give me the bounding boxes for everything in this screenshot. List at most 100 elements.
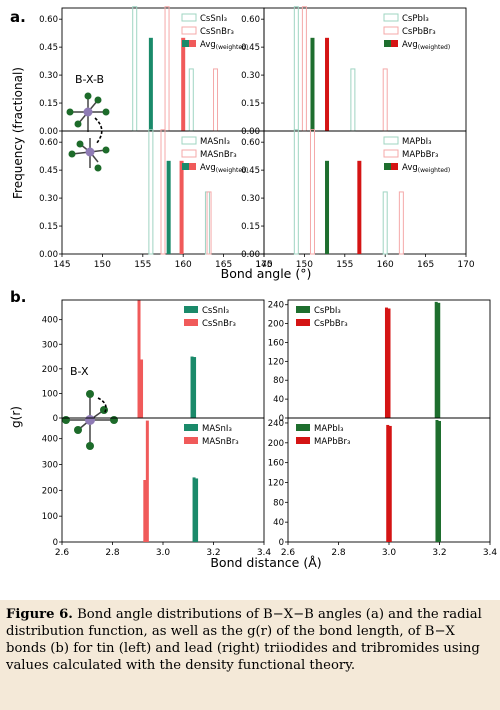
legend-label: CsSnBr₃ (200, 27, 234, 37)
legend-swatch (184, 319, 198, 326)
panel-a-inset-label: B-X-B (75, 73, 104, 86)
y-tick-label: 0.30 (39, 71, 58, 81)
y-tick-label: 0.45 (241, 166, 260, 176)
legend-swatch (189, 163, 196, 170)
y-tick-label: 0 (279, 414, 284, 424)
legend-label: CsSnI₃ (202, 306, 229, 316)
legend-swatch (384, 163, 391, 170)
legend-swatch (184, 306, 198, 313)
y-tick-label: 0.60 (241, 138, 260, 148)
rdf-bar (140, 359, 144, 418)
y-tick-label: 200 (42, 486, 58, 496)
rdf-bar (387, 308, 391, 418)
panel-b-ylabel: g(r) (9, 406, 23, 428)
y-tick-label: 200 (268, 439, 284, 449)
y-tick-label: 0.00 (39, 127, 58, 137)
rdf-bar (192, 477, 196, 542)
hist-bar (382, 68, 388, 132)
legend-swatch (296, 424, 310, 431)
legend-label: MASnBr₃ (202, 437, 239, 447)
avg-bar (166, 160, 171, 254)
legend-label: MAPbBr₃ (314, 437, 350, 447)
hist-bar (293, 129, 299, 255)
x-tick-label: 3.2 (206, 548, 220, 558)
legend-swatch (296, 306, 310, 313)
x-tick-label: 3.4 (483, 548, 498, 558)
rdf-bar (386, 424, 390, 542)
y-tick-label: 0.00 (241, 127, 260, 137)
rdf-bar (388, 425, 392, 542)
legend-swatch (181, 149, 197, 158)
y-tick-label: 0.60 (39, 15, 58, 25)
legend-swatch (383, 149, 399, 158)
axes-frame-a-bottom-right (263, 130, 467, 255)
hist-bar (206, 191, 212, 255)
x-tick-label: 165 (417, 260, 434, 270)
legend-label: MAPbI₃ (402, 137, 432, 147)
axes-frame-b-top-left (61, 299, 265, 419)
legend-swatch (383, 26, 399, 35)
legend-swatch (383, 13, 399, 22)
legend-label-subscript: (weighted) (418, 44, 450, 51)
chart-group: 0.00 0.15 0.30 0.45 0.60 CsSnI₃ CsSnBr₃ Avg(wei… (39, 6, 498, 558)
x-tick-label: 150 (296, 260, 313, 270)
y-tick-label: 400 (42, 435, 58, 445)
rdf-bar (437, 302, 441, 418)
x-tick-label: 3.4 (257, 548, 272, 558)
legend-label: CsPbBr₃ (402, 27, 436, 37)
x-tick-label: 2.6 (55, 548, 70, 558)
y-tick-label: 0.30 (241, 194, 260, 204)
avg-bar (310, 37, 315, 132)
x-tick-label: 2.6 (281, 548, 296, 558)
panel-b-xlabel: Bond distance (Å) (210, 555, 321, 570)
y-tick-label: 80 (273, 498, 284, 508)
avg-bar (179, 160, 184, 254)
x-tick-label: 3.0 (382, 548, 397, 558)
avg-bar (148, 37, 153, 132)
rdf-bar (143, 480, 147, 542)
hist-bar (160, 129, 166, 255)
rdf-bar (137, 300, 141, 418)
legend-label: Avg(weighted) (402, 40, 450, 51)
legend-label: CsPbI₃ (314, 306, 341, 316)
y-tick-label: 0 (53, 538, 58, 548)
legend-swatch (181, 136, 197, 145)
rdf-bar (435, 419, 439, 542)
x-tick-label: 3.0 (156, 548, 171, 558)
panel-a-label: a. (10, 8, 26, 26)
legend-label: CsSnI₃ (200, 14, 227, 24)
legend-swatch (296, 319, 310, 326)
avg-bar (357, 160, 362, 254)
hist-bar (301, 6, 307, 132)
hist-bar (148, 129, 154, 255)
panel-b-label: b. (10, 288, 26, 306)
legend-label: MASnI₃ (202, 424, 232, 434)
hist-bar (350, 68, 356, 132)
y-tick-label: 0.15 (241, 222, 260, 232)
x-tick-label: 145 (255, 260, 272, 270)
legend-label-subscript: (weighted) (418, 167, 450, 174)
y-tick-label: 0.00 (241, 250, 260, 260)
panel-a-xlabel: Bond angle (°) (221, 266, 312, 281)
x-tick-label: 155 (134, 260, 151, 270)
legend-swatch (383, 136, 399, 145)
x-tick-label: 170 (457, 260, 474, 270)
hist-bar (293, 6, 299, 132)
legend-swatch (189, 40, 196, 47)
hist-bar (382, 191, 388, 255)
rdf-bar (434, 301, 438, 418)
bx-molecule-icon (62, 390, 118, 450)
x-tick-label: 2.8 (331, 548, 346, 558)
y-tick-label: 0.30 (241, 71, 260, 81)
y-tick-label: 0.60 (241, 15, 260, 25)
legend-label: CsPbI₃ (402, 14, 429, 24)
rdf-bar (193, 357, 197, 418)
hist-bar (398, 191, 404, 255)
legend-swatch (181, 13, 197, 22)
legend-label: Avg(weighted) (200, 40, 248, 51)
y-tick-label: 0.45 (39, 166, 58, 176)
figure-caption: Figure 6. Bond angle distributions of B−… (0, 600, 500, 710)
legend-swatch (182, 163, 189, 170)
avg-bar (325, 160, 330, 254)
y-tick-label: 400 (42, 316, 58, 326)
